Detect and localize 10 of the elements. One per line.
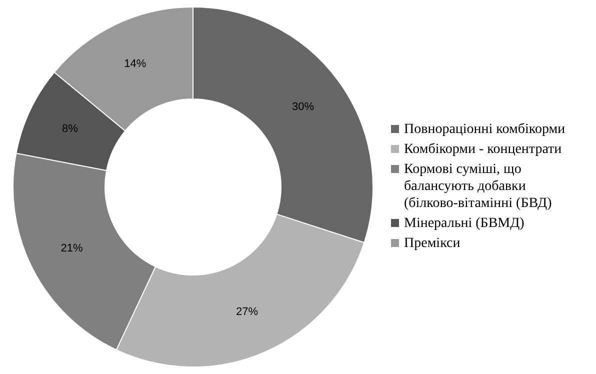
legend-label: Повнораціонні комбікорми [404,122,566,137]
data-label: 14% [124,58,146,70]
legend-label: Комбікорми - концентрати [404,142,562,157]
legend-label: Мінеральні (БВМД) [404,216,525,231]
data-label: 27% [236,306,258,318]
legend-label: Кормові суміші, що балансують добавки (білково-вітамінні (БВД) [404,162,552,211]
data-label: 8% [62,123,78,136]
legend-label: Премікси [404,236,461,251]
data-label: 21% [60,242,84,255]
data-label: 30% [292,101,314,114]
